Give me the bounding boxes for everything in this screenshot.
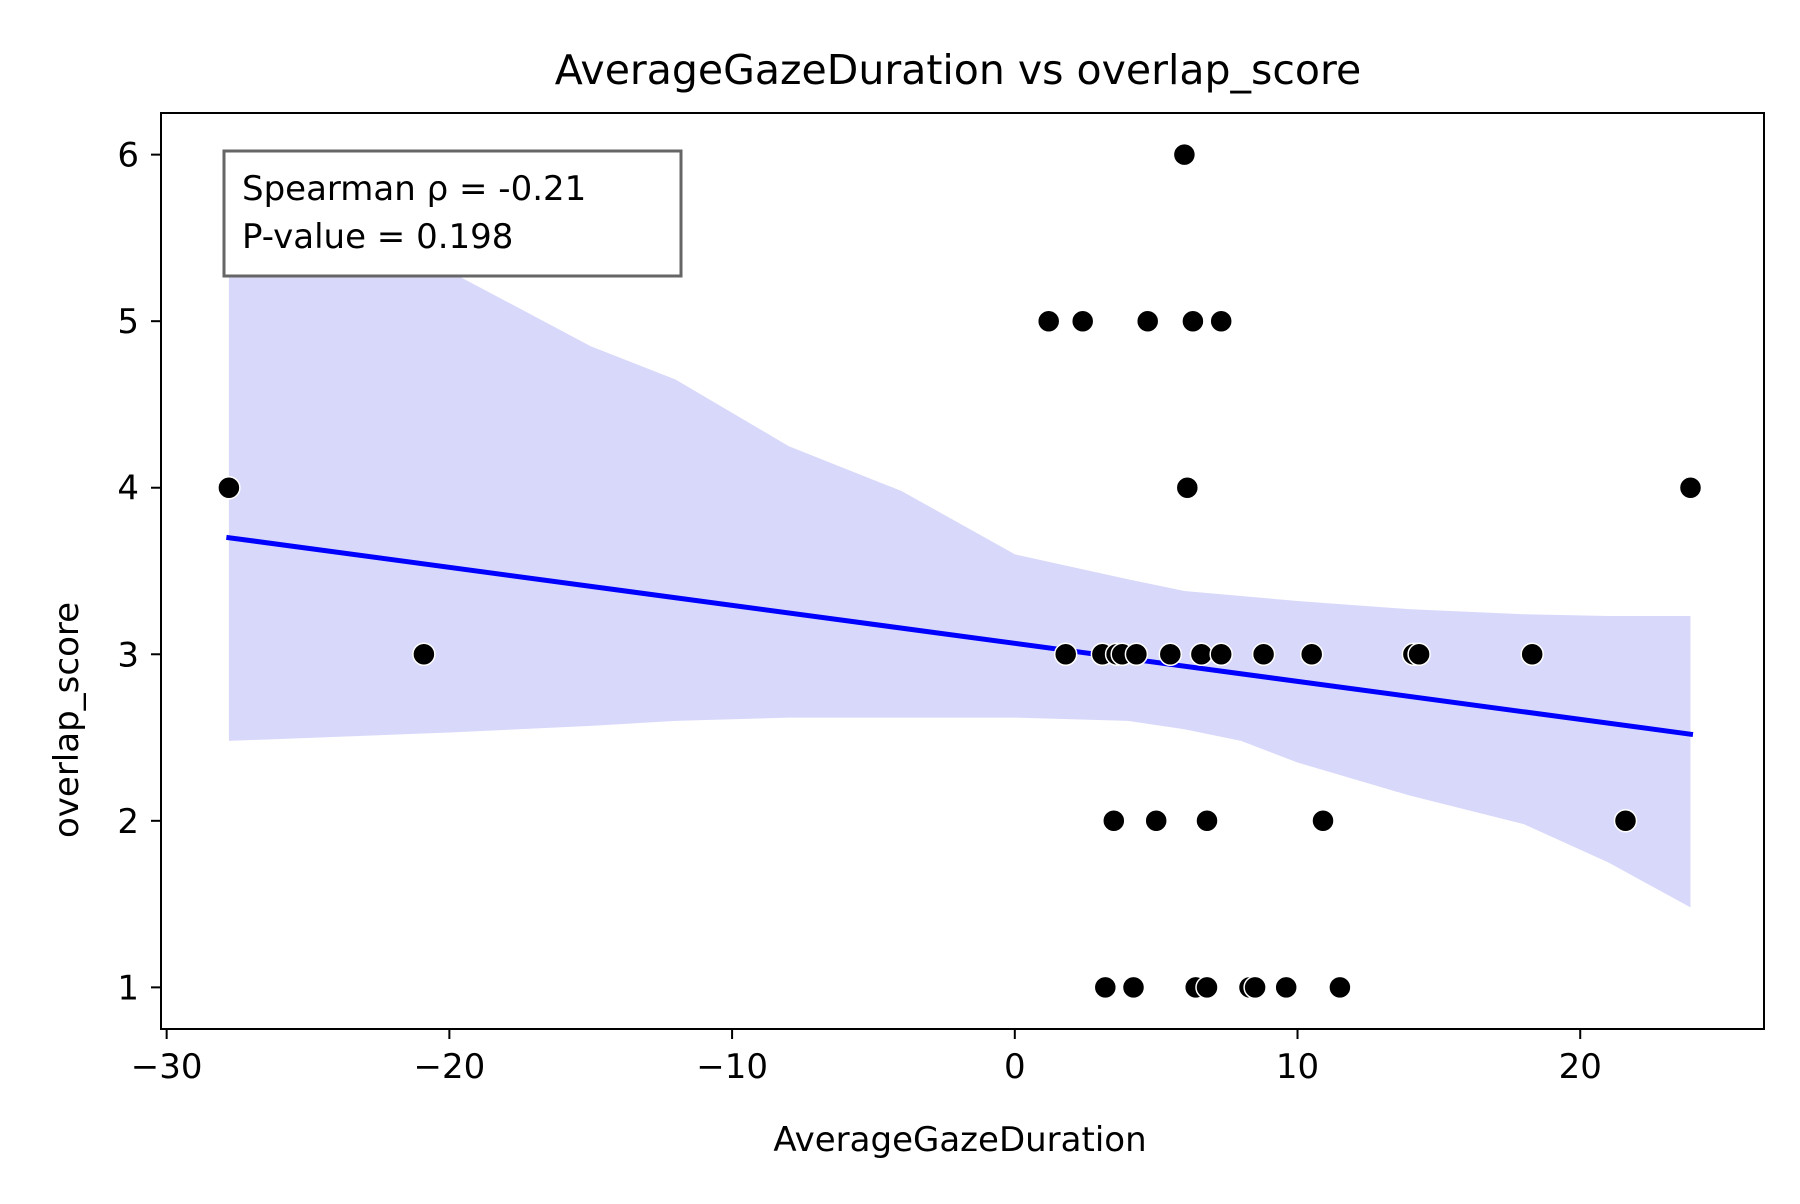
stats-annotation-frame [222,149,683,278]
x-axis-ticks: −30 −20 −10 0 10 20 [131,1029,1602,1087]
p-value-text: P-value = 0.198 [242,217,513,257]
data-point [1209,309,1233,333]
x-tick-label: −10 [696,1047,768,1087]
y-tick-label: 3 [117,635,139,675]
data-point [1093,975,1118,1000]
x-tick-label: −30 [131,1047,203,1087]
data-point [1311,809,1335,833]
chart-title: AverageGazeDuration vs overlap_score [555,46,1361,94]
data-point [1299,642,1324,667]
data-point [1124,642,1149,667]
data-point [1251,642,1276,667]
y-tick-label: 2 [117,802,139,842]
data-point [1121,975,1146,1000]
y-axis-ticks: 1 2 3 4 5 6 [117,136,161,1008]
data-point [1678,475,1703,500]
stats-annotation-box: Spearman ρ = -0.21 P-value = 0.198 [222,149,683,278]
data-point [1195,975,1219,1000]
data-point [1172,142,1197,167]
confidence-band [228,191,1691,908]
y-axis-title: overlap_score [47,602,87,838]
y-tick-label: 6 [117,136,139,176]
data-point [1036,309,1061,333]
data-point [1195,809,1219,833]
spearman-rho-text: Spearman ρ = -0.21 [242,169,586,209]
y-tick-label: 4 [117,469,139,509]
y-tick-label: 1 [117,968,139,1008]
data-point [1144,809,1168,833]
data-point [1189,642,1214,667]
regression-line-layer [226,534,1694,738]
data-point [1243,975,1267,1000]
data-point [412,642,436,667]
confidence-band-layer [228,191,1691,908]
y-tick-label: 5 [117,302,139,342]
data-point [1175,475,1200,500]
data-point [1613,809,1638,833]
data-point [1520,642,1544,667]
data-point [1407,642,1431,667]
data-point [1102,809,1126,833]
data-point [1328,975,1352,1000]
x-tick-label: −20 [413,1047,485,1087]
data-points-layer [217,142,1703,1000]
x-tick-label: 20 [1559,1047,1602,1087]
data-point [1135,309,1160,333]
data-point [1181,309,1205,333]
x-axis-title: AverageGazeDuration [773,1120,1146,1160]
data-point [1209,642,1233,667]
x-tick-label: 10 [1276,1047,1319,1087]
data-point [1070,309,1095,333]
data-point [217,475,241,500]
data-point [1158,642,1183,667]
x-tick-label: 0 [1004,1047,1026,1087]
plot-area-frame [160,112,1765,1030]
data-point [1053,642,1078,667]
regression-line [226,534,1694,738]
data-point [1274,975,1298,1000]
